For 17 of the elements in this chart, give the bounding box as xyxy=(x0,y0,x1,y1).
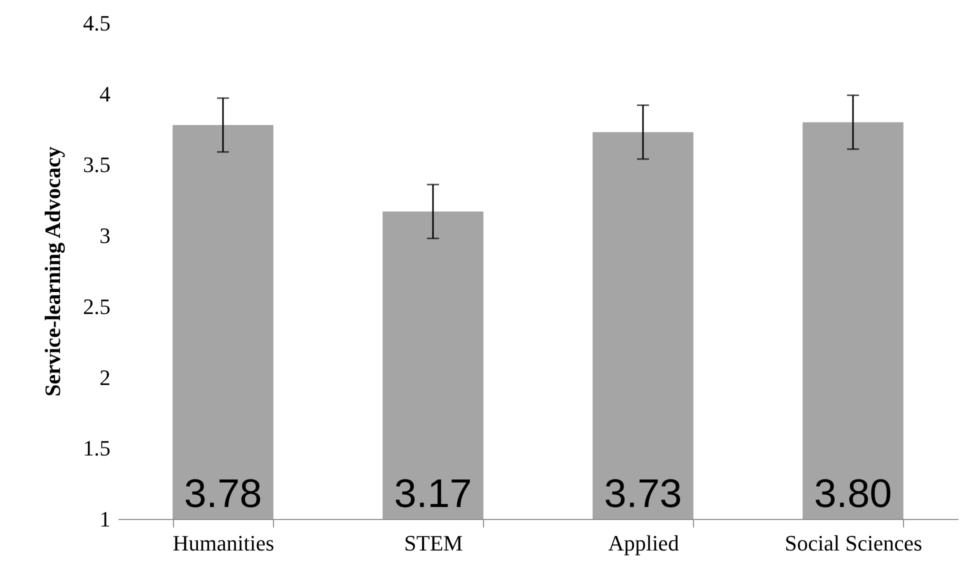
y-tick-label: 2.5 xyxy=(83,294,110,319)
y-tick-label: 3 xyxy=(100,223,110,248)
y-tick-label: 4 xyxy=(100,81,110,106)
x-tick-label: Social Sciences xyxy=(784,530,922,556)
y-tick-label: 3.5 xyxy=(83,152,110,178)
y-tick-label: 2 xyxy=(100,364,110,390)
x-tick-label: STEM xyxy=(404,530,463,556)
data-label: 3.17 xyxy=(394,472,472,516)
data-label: 3.78 xyxy=(184,472,262,516)
y-tick-label: 1.5 xyxy=(83,436,110,461)
y-axis-title: Service-learning Advocacy xyxy=(40,146,65,396)
y-tick-label: 4.5 xyxy=(83,10,110,36)
y-tick-label: 1 xyxy=(100,506,110,532)
x-tick-label: Humanities xyxy=(172,530,274,556)
x-tick-label: Applied xyxy=(608,530,679,556)
data-label: 3.73 xyxy=(604,472,682,516)
data-label: 3.80 xyxy=(814,472,892,516)
